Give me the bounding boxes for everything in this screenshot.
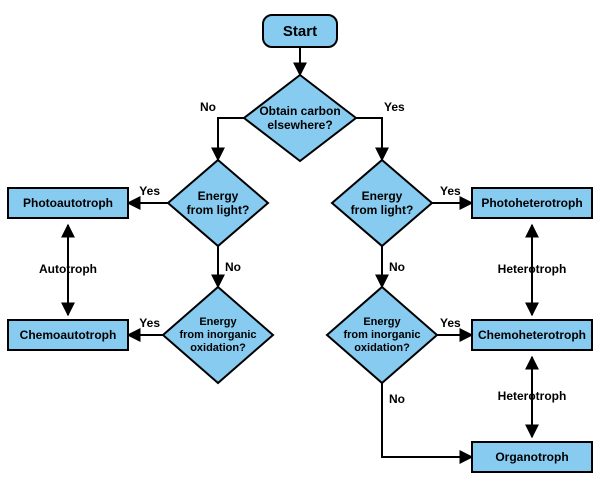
svg-text:Energy: Energy bbox=[199, 316, 237, 328]
node-q-inorganic-left: Energy from inorganic oxidation? bbox=[163, 287, 273, 383]
svg-text:from inorganic: from inorganic bbox=[343, 329, 420, 341]
edge-label-yes: Yes bbox=[440, 316, 461, 330]
svg-text:from light?: from light? bbox=[187, 203, 250, 217]
node-chemoheterotroph: Chemoheterotroph bbox=[472, 320, 592, 350]
svg-text:from light?: from light? bbox=[351, 203, 414, 217]
svg-text:Chemoautotroph: Chemoautotroph bbox=[20, 328, 117, 342]
node-photoautotroph: Photoautotroph bbox=[8, 188, 128, 218]
svg-text:oxidation?: oxidation? bbox=[190, 342, 246, 354]
flowchart: No Yes Yes No Yes Yes No Yes No Autotrop… bbox=[0, 0, 600, 503]
edge-label-no: No bbox=[225, 260, 241, 274]
node-start: Start bbox=[263, 15, 337, 47]
node-photoheterotroph: Photoheterotroph bbox=[472, 188, 592, 218]
node-q-inorganic-right: Energy from inorganic oxidation? bbox=[327, 287, 437, 383]
node-q-carbon: Obtain carbon elsewhere? bbox=[244, 75, 356, 161]
node-chemoautotroph: Chemoautotroph bbox=[8, 320, 128, 350]
edge-label-heterotroph: Heterotroph bbox=[498, 389, 567, 403]
edge-label-autotroph: Autotroph bbox=[39, 262, 97, 276]
svg-text:from inorganic: from inorganic bbox=[179, 329, 256, 341]
node-q-light-left: Energy from light? bbox=[168, 160, 268, 246]
svg-text:Chemoheterotroph: Chemoheterotroph bbox=[478, 328, 586, 342]
svg-text:Energy: Energy bbox=[362, 189, 403, 203]
edge-label-yes: Yes bbox=[139, 184, 160, 198]
edge-label-no: No bbox=[389, 392, 405, 406]
edge-label-yes: Yes bbox=[440, 184, 461, 198]
edge-label-no: No bbox=[389, 260, 405, 274]
svg-text:Organotroph: Organotroph bbox=[495, 450, 568, 464]
node-organotroph: Organotroph bbox=[472, 442, 592, 472]
svg-text:elsewhere?: elsewhere? bbox=[267, 118, 332, 132]
edge-label-yes: Yes bbox=[139, 316, 160, 330]
svg-text:Energy: Energy bbox=[198, 189, 239, 203]
edge-label-heterotroph: Heterotroph bbox=[498, 262, 567, 276]
edge-label-no: No bbox=[200, 100, 216, 114]
svg-text:Photoautotroph: Photoautotroph bbox=[23, 196, 113, 210]
edge bbox=[356, 118, 382, 160]
svg-text:oxidation?: oxidation? bbox=[354, 342, 410, 354]
svg-text:Obtain carbon: Obtain carbon bbox=[259, 104, 340, 118]
node-q-light-right: Energy from light? bbox=[332, 160, 432, 246]
svg-text:Photoheterotroph: Photoheterotroph bbox=[481, 196, 582, 210]
svg-text:Start: Start bbox=[283, 23, 317, 40]
edge bbox=[218, 118, 244, 160]
edge-label-yes: Yes bbox=[384, 100, 405, 114]
svg-text:Energy: Energy bbox=[363, 316, 401, 328]
